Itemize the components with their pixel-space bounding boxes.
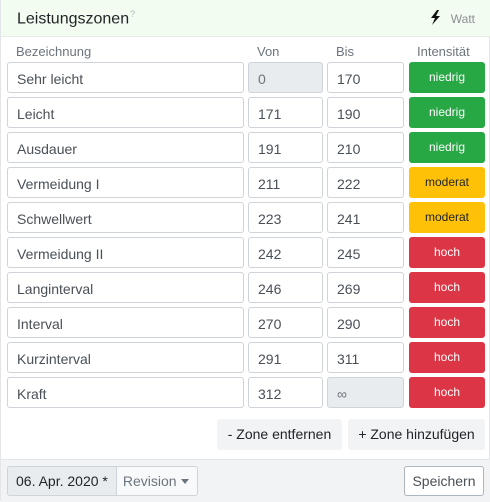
column-header-intensity: Intensität (417, 44, 470, 59)
zone-from-field[interactable]: 171 (248, 97, 323, 128)
zone-row: Vermeidung II 242 245 hoch (7, 237, 485, 268)
zone-from-field[interactable]: 291 (248, 342, 323, 373)
title-text: Leistungszonen (17, 10, 130, 28)
zone-name-field[interactable]: Vermeidung I (7, 167, 244, 198)
card-header: Leistungszonen? Watt (1, 0, 490, 37)
chevron-down-icon (180, 479, 189, 484)
intensity-button[interactable]: niedrig (409, 97, 485, 128)
column-header-from: Von (257, 44, 280, 59)
zone-name-field[interactable]: Ausdauer (7, 132, 244, 163)
zone-name-field[interactable]: Interval (7, 307, 244, 338)
zone-name-field[interactable]: Kraft (7, 377, 244, 408)
add-zone-button[interactable]: + Zone hinzufügen (348, 419, 485, 450)
zone-to-field[interactable]: 290 (327, 307, 404, 338)
column-header-name: Bezeichnung (16, 44, 92, 59)
zone-row: Sehr leicht 0 170 niedrig (7, 62, 485, 93)
zone-name-field[interactable]: Leicht (7, 97, 244, 128)
zone-from-field[interactable]: 211 (248, 167, 323, 198)
zone-from-field[interactable]: 312 (248, 377, 323, 408)
zone-from-field[interactable]: 191 (248, 132, 323, 163)
revision-date: 06. Apr. 2020 * (8, 467, 117, 495)
footer-bar: 06. Apr. 2020 * Revision Speichern (1, 459, 490, 502)
intensity-button[interactable]: hoch (409, 307, 485, 338)
unit-label[interactable]: Watt (450, 12, 475, 26)
intensity-button[interactable]: hoch (409, 237, 485, 268)
lightning-bolt-icon (429, 10, 441, 28)
zone-to-field[interactable]: 170 (327, 62, 404, 93)
page-title: Leistungszonen? (17, 9, 135, 28)
remove-zone-button[interactable]: - Zone entfernen (217, 419, 342, 450)
zone-name-field[interactable]: Langinterval (7, 272, 244, 303)
intensity-button[interactable]: niedrig (409, 132, 485, 163)
zone-to-field[interactable]: 241 (327, 202, 404, 233)
zone-row: Langinterval 246 269 hoch (7, 272, 485, 303)
zone-name-field[interactable]: Kurzinterval (7, 342, 244, 373)
revision-label: Revision (122, 473, 177, 489)
intensity-button[interactable]: hoch (409, 342, 485, 373)
intensity-button[interactable]: hoch (409, 377, 485, 408)
zone-name-field[interactable]: Vermeidung II (7, 237, 244, 268)
zone-to-field[interactable]: 245 (327, 237, 404, 268)
zone-to-field: ∞ (327, 377, 404, 408)
zone-row: Leicht 171 190 niedrig (7, 97, 485, 128)
intensity-button[interactable]: moderat (409, 202, 485, 233)
zone-row: Kurzinterval 291 311 hoch (7, 342, 485, 373)
zone-name-field[interactable]: Sehr leicht (7, 62, 244, 93)
zone-from-field: 0 (248, 62, 323, 93)
zone-to-field[interactable]: 210 (327, 132, 404, 163)
intensity-button[interactable]: moderat (409, 167, 485, 198)
zone-to-field[interactable]: 311 (327, 342, 404, 373)
zone-from-field[interactable]: 246 (248, 272, 323, 303)
zone-name-field[interactable]: Schwellwert (7, 202, 244, 233)
intensity-button[interactable]: hoch (409, 272, 485, 303)
zone-to-field[interactable]: 190 (327, 97, 404, 128)
zone-to-field[interactable]: 269 (327, 272, 404, 303)
revision-dropdown[interactable]: Revision (116, 467, 197, 495)
zone-to-field[interactable]: 222 (327, 167, 404, 198)
zone-row: Interval 270 290 hoch (7, 307, 485, 338)
help-icon[interactable]: ? (130, 9, 136, 19)
zone-row: Kraft 312 ∞ hoch (7, 377, 485, 408)
zone-row: Ausdauer 191 210 niedrig (7, 132, 485, 163)
unit-toggle[interactable]: Watt (429, 10, 475, 28)
column-header-to: Bis (336, 44, 355, 59)
zone-row: Vermeidung I 211 222 moderat (7, 167, 485, 198)
revision-group: 06. Apr. 2020 * Revision (7, 466, 198, 496)
save-button[interactable]: Speichern (404, 466, 484, 496)
zone-from-field[interactable]: 270 (248, 307, 323, 338)
zone-from-field[interactable]: 223 (248, 202, 323, 233)
intensity-button[interactable]: niedrig (409, 62, 485, 93)
zone-from-field[interactable]: 242 (248, 237, 323, 268)
zone-row: Schwellwert 223 241 moderat (7, 202, 485, 233)
